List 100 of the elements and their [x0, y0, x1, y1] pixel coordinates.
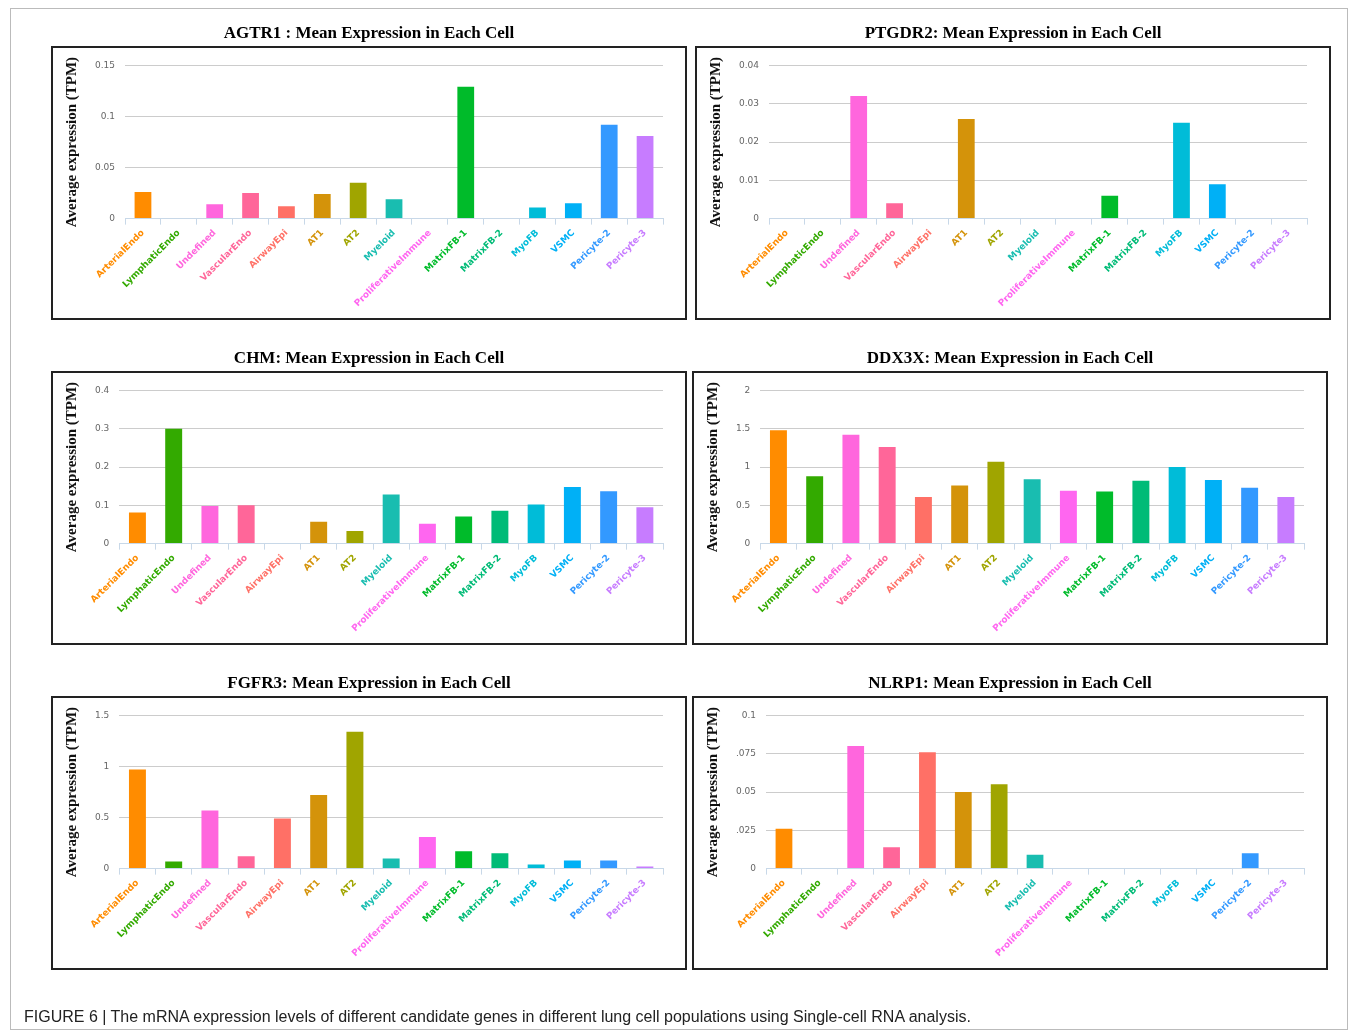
bar: [165, 861, 183, 869]
bar: [878, 447, 896, 544]
y-tick-label: 0.4: [94, 384, 110, 395]
y-tick-label: 0.05: [94, 161, 116, 172]
y-tick-label: 0.03: [738, 98, 760, 109]
bar: [529, 207, 546, 219]
y-axis-title: Average expression (TPM): [62, 56, 80, 228]
bar: [847, 746, 865, 869]
bar: [201, 810, 219, 869]
chart-title: AGTR1 : Mean Expression in Each Cell: [222, 22, 516, 44]
bar: [313, 194, 331, 219]
y-tick-label: 0.5: [94, 811, 110, 822]
bar: [382, 858, 400, 869]
bar: [491, 853, 509, 869]
bar: [382, 494, 400, 544]
bar: [564, 203, 582, 219]
bar: [1168, 467, 1186, 544]
bar: [775, 828, 793, 869]
bar: [237, 856, 255, 869]
bar: [990, 784, 1008, 869]
y-tick-label: 0.1: [100, 110, 116, 121]
y-tick-label: 0.1: [741, 709, 757, 720]
bar: [206, 204, 224, 219]
bar: [491, 510, 509, 544]
bar: [806, 476, 824, 544]
bar: [1208, 184, 1226, 219]
bar: [886, 203, 903, 219]
bar: [165, 428, 183, 544]
bar: [201, 506, 219, 544]
bar: [1241, 487, 1259, 544]
bar: [636, 507, 654, 544]
bar: [600, 124, 618, 219]
y-axis-title: Average expression (TPM): [706, 56, 724, 228]
bar: [349, 182, 367, 219]
y-tick-label: 0: [753, 212, 760, 223]
bar: [987, 461, 1005, 544]
bar: [563, 486, 581, 544]
bar: [954, 792, 972, 869]
bar: [237, 505, 255, 544]
y-tick-label: 0.04: [738, 59, 760, 70]
y-tick-label: 0: [109, 212, 116, 223]
bar: [957, 119, 975, 219]
y-tick-label: .025: [735, 824, 757, 835]
bar: [346, 530, 364, 544]
y-tick-label: 0.05: [735, 786, 757, 797]
bar: [418, 836, 436, 869]
bar: [883, 847, 900, 869]
y-tick-label: 0: [750, 862, 757, 873]
bar: [1277, 496, 1295, 544]
bar: [455, 516, 473, 544]
y-tick-label: 0: [103, 862, 110, 873]
bar: [455, 851, 473, 869]
y-axis-title: Average expression (TPM): [703, 706, 721, 878]
y-tick-label: 0.02: [738, 136, 760, 147]
bar: [1132, 480, 1150, 544]
y-tick-label: 0.01: [738, 174, 760, 185]
chart-title: FGFR3: Mean Expression in Each Cell: [226, 672, 512, 694]
y-axis-title: Average expression (TPM): [703, 381, 721, 553]
chart-title: DDX3X: Mean Expression in Each Cell: [865, 347, 1155, 369]
y-tick-label: 1: [103, 760, 110, 771]
bar: [385, 199, 403, 219]
y-tick-label: 2: [744, 384, 751, 395]
y-tick-label: 1.5: [735, 423, 751, 434]
bar: [128, 769, 146, 869]
y-axis-title: Average expression (TPM): [62, 706, 80, 878]
bar: [418, 523, 436, 544]
bar: [242, 193, 259, 219]
bar: [273, 818, 291, 869]
bar: [769, 430, 787, 544]
y-tick-label: 0.3: [94, 423, 110, 434]
y-tick-label: 1.5: [94, 709, 110, 720]
bar: [1059, 490, 1077, 544]
bar: [914, 496, 932, 544]
y-tick-label: 0.5: [735, 499, 751, 510]
bar: [128, 512, 146, 544]
y-tick-label: 1: [744, 461, 751, 472]
chart-title: PTGDR2: Mean Expression in Each Cell: [863, 22, 1163, 44]
bar: [346, 731, 364, 869]
y-tick-label: 0.2: [94, 461, 110, 472]
bar: [919, 752, 936, 869]
bar: [1023, 479, 1041, 544]
bar: [1026, 854, 1044, 869]
bar: [1204, 480, 1222, 544]
y-tick-label: 0.15: [94, 59, 116, 70]
bar: [527, 504, 545, 544]
bar: [600, 491, 618, 544]
bar: [850, 96, 868, 219]
bar: [636, 135, 654, 219]
bar: [1101, 195, 1119, 219]
bar: [600, 860, 618, 869]
y-tick-label: 0.1: [94, 499, 110, 510]
y-tick-label: .075: [735, 748, 757, 759]
y-axis-title: Average expression (TPM): [62, 381, 80, 553]
caption: FIGURE 6 | The mRNA expression levels of different candidate genes in different lung cell populations using Single-cell RNA analysis.: [24, 1008, 971, 1026]
bar: [1173, 122, 1190, 219]
y-tick-label: 0: [744, 537, 751, 548]
bar: [457, 86, 475, 219]
bar: [134, 192, 152, 219]
bar: [1241, 853, 1259, 869]
bar: [951, 485, 969, 544]
